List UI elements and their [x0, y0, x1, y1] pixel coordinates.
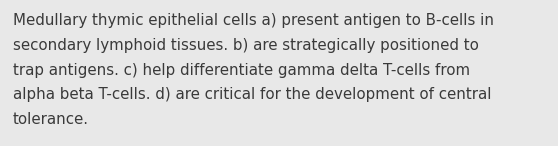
Text: secondary lymphoid tissues. b) are strategically positioned to: secondary lymphoid tissues. b) are strat…	[13, 38, 479, 53]
Text: alpha beta T-cells. d) are critical for the development of central: alpha beta T-cells. d) are critical for …	[13, 87, 492, 102]
Text: Medullary thymic epithelial cells a) present antigen to B-cells in: Medullary thymic epithelial cells a) pre…	[13, 13, 494, 28]
Text: tolerance.: tolerance.	[13, 112, 89, 127]
Text: trap antigens. c) help differentiate gamma delta T-cells from: trap antigens. c) help differentiate gam…	[13, 63, 470, 78]
